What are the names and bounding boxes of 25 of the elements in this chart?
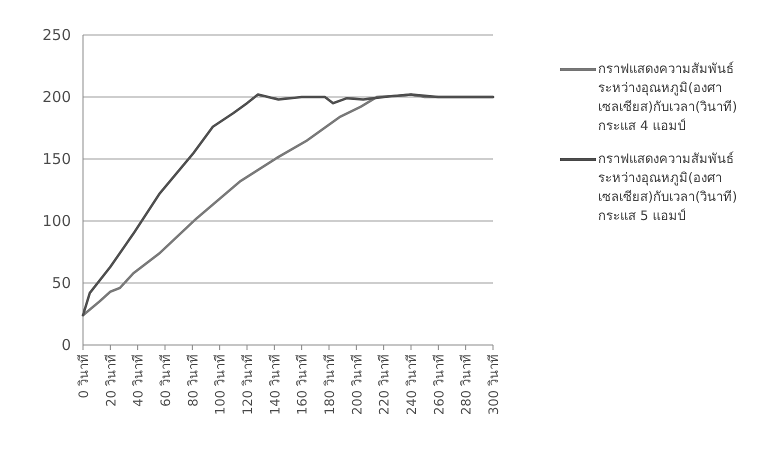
legend-label: กราฟแสดงความสัมพันธ์ระหว่างอุณหภูมิ(องศาเซลเซียส)กับเวลา(วินาที) กระแส 4 แอมป์ — [598, 60, 738, 136]
x-tick-label: 100 วินาที — [212, 354, 229, 415]
x-tick-label: 200 วินาที — [349, 354, 366, 415]
y-tick-label: 100 — [42, 212, 71, 230]
line-series — [82, 93, 494, 316]
x-tick-label: 120 วินาที — [240, 354, 256, 415]
x-tick-label: 300 วินาที — [486, 354, 502, 415]
y-tick-label: 50 — [52, 274, 71, 292]
x-tick-label: 20 วินาที — [103, 354, 120, 407]
x-tick-label: 160 วินาที — [294, 354, 311, 415]
x-tick-label: 220 วินาที — [376, 354, 393, 415]
x-tick-label: 140 วินาที — [267, 354, 284, 415]
y-tick-label: 250 — [42, 26, 71, 44]
x-tick-label: 180 วินาที — [322, 354, 338, 415]
y-tick-label: 0 — [61, 336, 71, 354]
legend-label: กราฟแสดงความสัมพันธ์ระหว่างอุณหภูมิ(องศาเซลเซียส)กับเวลา(วินาที) กระแส 5 แอมป์ — [598, 150, 738, 226]
x-tick-label: 0 วินาที — [76, 354, 92, 398]
x-tick-label: 80 วินาที — [185, 354, 202, 407]
x-tick-label: 280 วินาที — [458, 354, 475, 415]
x-tick-label: 260 วินาที — [431, 354, 448, 415]
y-tick-label: 150 — [42, 150, 71, 168]
x-tick-label: 40 วินาที — [130, 354, 147, 407]
x-tick-label: 60 วินาที — [158, 354, 174, 407]
x-tick-label: 240 วินาที — [404, 354, 420, 415]
y-tick-label: 200 — [42, 88, 71, 106]
